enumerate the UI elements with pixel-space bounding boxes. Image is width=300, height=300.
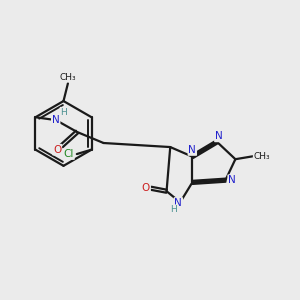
Text: O: O xyxy=(53,145,61,154)
Text: H: H xyxy=(60,108,67,117)
Text: CH₃: CH₃ xyxy=(60,73,76,82)
Text: N: N xyxy=(175,198,182,208)
Text: N: N xyxy=(52,115,60,125)
Text: N: N xyxy=(188,145,196,155)
Text: O: O xyxy=(142,183,150,193)
Text: Cl: Cl xyxy=(64,149,74,159)
Text: H: H xyxy=(170,205,177,214)
Text: CH₃: CH₃ xyxy=(254,152,270,161)
Text: N: N xyxy=(228,175,236,185)
Text: N: N xyxy=(215,131,223,141)
